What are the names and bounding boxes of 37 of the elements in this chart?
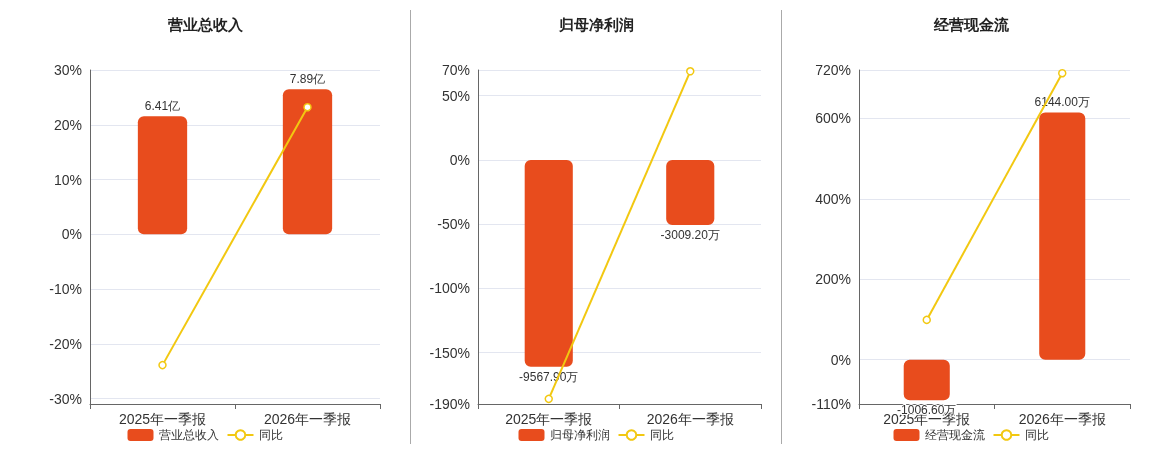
y-tick-label: 600% [815,110,851,127]
y-tick-label: -50% [437,216,470,233]
legend-label: 同比 [1024,428,1049,442]
chart-title: 经营现金流 [932,16,1010,33]
y-tick-label: 50% [441,87,470,104]
y-tick-label: 0% [449,151,470,168]
y-tick-label: -20% [49,335,82,352]
legend-label: 同比 [258,428,283,442]
y-tick-label: -30% [49,390,82,407]
y-tick-label: 720% [815,62,851,78]
x-tick-label: 2026年一季报 [263,411,352,427]
y-tick-label: 20% [53,116,82,133]
y-tick-label: -100% [429,280,470,297]
data-label: 6.41亿 [144,99,181,114]
y-tick-label: -190% [429,396,470,412]
y-tick-label: 0% [61,226,82,243]
y-tick-label: -110% [811,396,851,412]
y-tick-label: -10% [49,281,82,298]
y-tick-label: 0% [830,351,851,368]
legend-label: 经营现金流 [924,428,985,442]
x-tick-label: 2025年一季报 [118,411,207,427]
legend-label: 同比 [649,428,674,442]
y-tick-label: 70% [441,62,470,78]
y-tick-label: 30% [53,62,82,78]
chart-title: 营业总收入 [166,16,244,33]
data-label: -3009.20万 [660,227,720,242]
x-tick-label: 2025年一季报 [505,411,593,427]
x-tick-label: 2026年一季报 [646,411,734,427]
legend-label: 归母净利润 [549,428,610,442]
y-tick-label: 200% [815,271,851,288]
data-label: 7.89亿 [289,72,326,87]
x-tick-label: 2026年一季报 [1018,411,1106,427]
legend-label: 营业总收入 [158,428,219,442]
y-tick-label: 400% [815,190,851,207]
y-tick-label: -150% [429,344,470,361]
y-tick-label: 10% [53,171,82,188]
chart-title: 归母净利润 [557,16,634,33]
